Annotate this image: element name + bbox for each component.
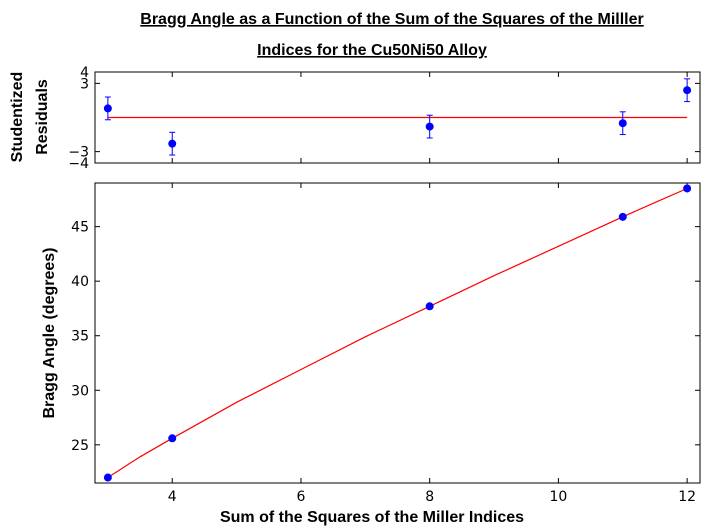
data-point: [168, 434, 177, 443]
residual-point: [103, 104, 112, 113]
main-ytick-label: 30: [71, 383, 89, 399]
main-points: [103, 184, 692, 482]
main-ytick-label: 25: [71, 438, 89, 454]
main-ytick-label: 40: [71, 274, 89, 290]
main-x-ticks: 4 6 8 10 12: [168, 183, 696, 505]
main-ytick-label: 45: [71, 220, 89, 236]
fit-curve: [107, 187, 688, 479]
residual-point: [618, 119, 627, 128]
main-xtick-label: 6: [296, 489, 305, 505]
residuals-ytick-label: −4: [68, 156, 89, 172]
residuals-y-ticks: −4−3 34: [68, 65, 700, 172]
main-xlabel: Sum of the Squares of the Miller Indices: [220, 509, 524, 526]
chart-title-line-2: Indices for the Cu50Ni50 Alloy: [257, 42, 487, 59]
residuals-ytick-label: −3: [68, 145, 89, 161]
residual-point: [425, 122, 434, 131]
data-point: [683, 184, 692, 193]
data-point: [425, 302, 434, 311]
data-point: [103, 473, 112, 482]
residuals-ylabel-line-1: Studentized: [9, 72, 26, 163]
chart-title-line-1: Bragg Angle as a Function of the Sum of …: [140, 11, 643, 28]
main-xtick-label: 12: [678, 489, 696, 505]
residuals-ylabel-line-2: Residuals: [34, 79, 51, 155]
main-plot-frame: [94, 182, 701, 484]
main-xtick-label: 4: [168, 489, 177, 505]
main-panel: 4 6 8 10 12 25 30 35 40 45 Sum of the Squares of…: [41, 182, 701, 526]
residual-point: [168, 139, 177, 148]
main-xtick-label: 10: [549, 489, 567, 505]
residuals-ytick-label: 4: [80, 65, 89, 81]
residuals-ytick-label: 3: [80, 76, 89, 92]
main-xtick-label: 8: [425, 489, 434, 505]
data-point: [618, 212, 627, 221]
residuals-plot-frame: [94, 71, 701, 164]
main-y-ticks: 25 30 35 40 45: [71, 220, 700, 454]
main-ylabel: Bragg Angle (degrees): [41, 248, 58, 419]
residual-point: [683, 86, 692, 95]
main-ytick-label: 35: [71, 329, 89, 345]
residuals-points: [103, 78, 692, 156]
residuals-panel: −4−3 34 Studentized Residuals: [9, 65, 701, 172]
